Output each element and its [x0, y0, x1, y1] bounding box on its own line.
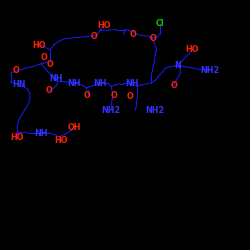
Text: Cl: Cl [156, 19, 164, 28]
Text: NH: NH [50, 74, 63, 83]
Text: O: O [46, 60, 54, 69]
Text: NH2: NH2 [200, 66, 220, 75]
Text: HO: HO [186, 46, 199, 54]
Text: HO: HO [54, 136, 68, 145]
Text: HN: HN [12, 80, 26, 89]
Text: NH: NH [67, 78, 80, 88]
Text: NH2: NH2 [102, 106, 121, 115]
Text: O: O [13, 66, 20, 75]
Text: N: N [174, 61, 181, 70]
Text: O: O [90, 32, 97, 41]
Text: O: O [84, 90, 91, 100]
Text: NH: NH [126, 78, 139, 88]
Text: O: O [110, 90, 117, 100]
Text: O: O [127, 92, 134, 101]
Text: NH: NH [93, 79, 107, 88]
Text: HO: HO [32, 40, 46, 50]
Text: O: O [149, 34, 156, 43]
Text: OH: OH [68, 124, 81, 132]
Text: NH: NH [34, 128, 48, 138]
Text: HO: HO [97, 20, 110, 30]
Text: O: O [170, 81, 177, 90]
Text: O: O [129, 30, 136, 39]
Text: NH2: NH2 [146, 106, 165, 115]
Text: O: O [46, 86, 52, 95]
Text: HO: HO [10, 134, 24, 142]
Text: O: O [40, 54, 47, 62]
